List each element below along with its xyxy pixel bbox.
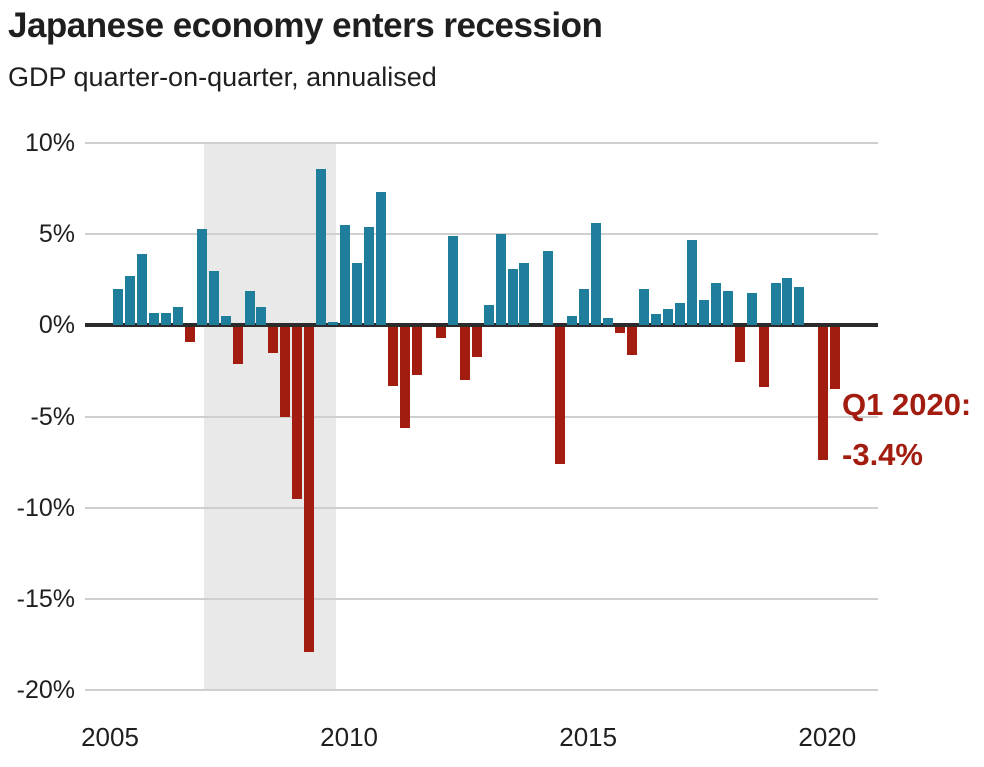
annotation-value-label: -3.4% <box>842 437 923 472</box>
bar-2019-Q1 <box>782 277 793 326</box>
bar-2017-Q2 <box>698 299 709 326</box>
gridline--20% <box>85 689 878 691</box>
bar-2008-Q2 <box>268 327 279 353</box>
bar-2018-Q3 <box>758 327 769 388</box>
bar-2010-Q4 <box>387 327 398 386</box>
bar-2016-Q2 <box>650 314 661 326</box>
bar-2018-Q2 <box>746 292 757 326</box>
bar-2015-Q2 <box>603 318 614 326</box>
x-tick-2005: 2005 <box>81 722 139 752</box>
bar-2006-Q3 <box>184 327 195 342</box>
bar-2005-Q4 <box>148 312 159 326</box>
bar-2019-Q4 <box>818 327 829 461</box>
y-tick-0%: 0% <box>38 311 75 340</box>
chart-subtitle: GDP quarter-on-quarter, annualised <box>8 62 437 92</box>
y-tick--5%: -5% <box>30 402 75 431</box>
bar-2015-Q4 <box>627 327 638 355</box>
y-tick--10%: -10% <box>16 493 75 522</box>
y-tick--20%: -20% <box>16 676 75 704</box>
gridline--15% <box>85 597 878 600</box>
bar-2013-Q2 <box>507 268 518 326</box>
gridline--10% <box>85 506 878 509</box>
bar-2014-Q2 <box>555 327 566 465</box>
bar-2017-Q1 <box>686 239 697 326</box>
y-tick--15%: -15% <box>16 584 75 613</box>
x-tick-2010: 2010 <box>320 722 379 752</box>
bar-2005-Q1 <box>113 288 123 326</box>
bar-2007-Q1 <box>208 270 219 326</box>
bar-2011-Q1 <box>399 327 410 428</box>
y-tick-5%: 5% <box>38 220 75 249</box>
y-tick-10%: 10% <box>24 129 75 157</box>
bar-2017-Q3 <box>710 283 721 326</box>
bar-2019-Q2 <box>794 287 805 326</box>
bar-2007-Q3 <box>232 327 243 364</box>
zero-axis-line <box>85 323 878 328</box>
bar-2014-Q1 <box>543 250 554 326</box>
annotation-quarter-label: Q1 2020: <box>842 387 972 422</box>
gridline-5% <box>85 233 878 236</box>
bar-2009-Q1 <box>304 327 315 652</box>
bar-2015-Q1 <box>591 223 602 326</box>
bar-2015-Q3 <box>615 327 626 333</box>
bar-2012-Q2 <box>459 327 470 381</box>
bar-2013-Q1 <box>495 234 506 326</box>
gridline-10% <box>85 142 878 144</box>
bar-2018-Q4 <box>770 283 781 326</box>
bar-2018-Q1 <box>734 327 745 362</box>
bar-2012-Q1 <box>447 235 458 326</box>
bar-2016-Q1 <box>639 288 650 326</box>
annotation-q1-2020: Q1 2020: -3.4% <box>842 380 971 480</box>
bar-2008-Q4 <box>292 327 303 499</box>
bar-2014-Q3 <box>567 316 578 326</box>
bar-2006-Q1 <box>160 312 171 326</box>
bar-2006-Q4 <box>196 228 207 326</box>
bar-2008-Q3 <box>280 327 291 417</box>
bar-2016-Q4 <box>674 303 685 326</box>
bar-2010-Q2 <box>364 226 375 326</box>
bar-2016-Q3 <box>662 308 673 326</box>
bar-2017-Q4 <box>722 290 733 326</box>
bar-2013-Q3 <box>519 263 530 326</box>
bar-2011-Q2 <box>411 327 422 375</box>
bar-2009-Q2 <box>316 168 327 326</box>
bar-2007-Q2 <box>220 316 231 326</box>
bar-2008-Q1 <box>256 307 267 326</box>
bar-2005-Q3 <box>136 254 147 326</box>
bar-2011-Q4 <box>435 327 446 339</box>
bar-2012-Q3 <box>471 327 482 357</box>
x-tick-2020: 2020 <box>798 722 857 752</box>
x-tick-2015: 2015 <box>559 722 618 752</box>
plot-area <box>85 142 878 691</box>
bar-2009-Q4 <box>340 225 351 326</box>
bar-2006-Q2 <box>172 307 183 326</box>
gridline--5% <box>85 415 878 418</box>
bar-2007-Q4 <box>244 290 255 326</box>
bar-2020-Q1 <box>830 327 841 390</box>
bar-2009-Q3 <box>328 321 339 326</box>
bar-2014-Q4 <box>579 288 590 326</box>
bar-2010-Q1 <box>352 263 363 326</box>
bar-2010-Q3 <box>376 192 386 326</box>
bar-2005-Q2 <box>124 276 135 326</box>
chart-title: Japanese economy enters recession <box>8 6 603 45</box>
bar-2012-Q4 <box>483 305 494 326</box>
